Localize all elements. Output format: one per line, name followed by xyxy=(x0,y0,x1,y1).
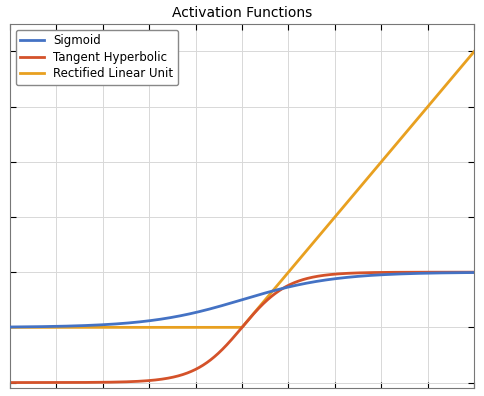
Tangent Hyperbolic xyxy=(458,270,464,274)
Legend: Sigmoid, Tangent Hyperbolic, Rectified Linear Unit: Sigmoid, Tangent Hyperbolic, Rectified L… xyxy=(15,30,178,85)
Tangent Hyperbolic xyxy=(7,380,13,385)
Sigmoid xyxy=(373,273,378,278)
Sigmoid xyxy=(458,270,464,275)
Rectified Linear Unit xyxy=(458,65,464,70)
Tangent Hyperbolic xyxy=(233,333,239,337)
Line: Tangent Hyperbolic: Tangent Hyperbolic xyxy=(10,272,474,383)
Tangent Hyperbolic xyxy=(458,270,464,274)
Rectified Linear Unit xyxy=(471,49,477,54)
Rectified Linear Unit xyxy=(373,166,378,171)
Line: Rectified Linear Unit: Rectified Linear Unit xyxy=(10,51,474,327)
Rectified Linear Unit xyxy=(220,325,226,330)
Rectified Linear Unit xyxy=(233,325,239,330)
Tangent Hyperbolic xyxy=(373,270,378,275)
Sigmoid xyxy=(471,270,477,275)
Sigmoid xyxy=(458,270,464,275)
Tangent Hyperbolic xyxy=(30,380,36,385)
Line: Sigmoid: Sigmoid xyxy=(10,272,474,327)
Sigmoid xyxy=(233,299,239,304)
Rectified Linear Unit xyxy=(458,65,464,70)
Tangent Hyperbolic xyxy=(220,346,226,351)
Tangent Hyperbolic xyxy=(471,270,477,274)
Rectified Linear Unit xyxy=(30,325,36,330)
Title: Activation Functions: Activation Functions xyxy=(172,6,312,20)
Sigmoid xyxy=(220,303,226,308)
Sigmoid xyxy=(7,325,13,329)
Sigmoid xyxy=(30,324,36,329)
Rectified Linear Unit xyxy=(7,325,13,330)
